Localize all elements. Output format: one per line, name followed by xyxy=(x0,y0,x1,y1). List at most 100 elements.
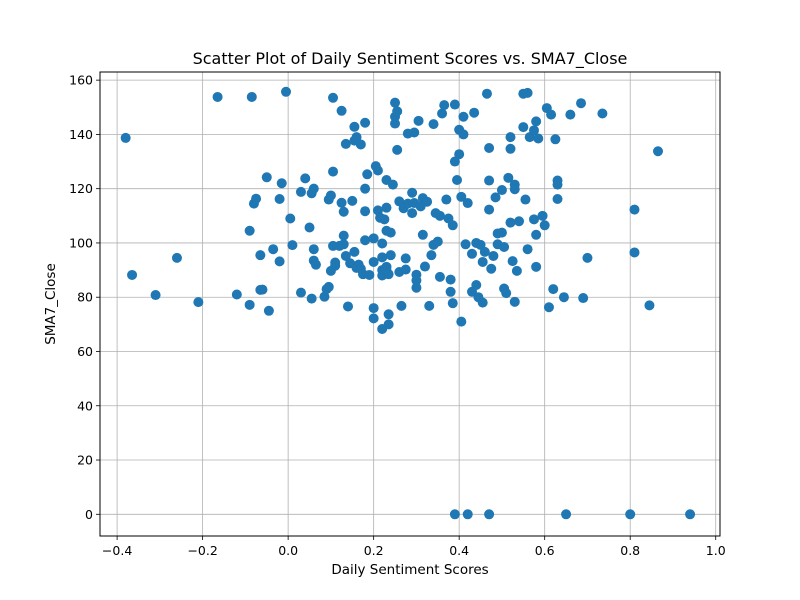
scatter-point xyxy=(514,216,525,227)
scatter-point xyxy=(379,214,390,225)
scatter-point xyxy=(362,169,373,180)
scatter-point xyxy=(319,291,330,302)
scatter-point xyxy=(529,125,539,136)
scatter-point xyxy=(484,175,495,186)
scatter-point xyxy=(456,316,467,327)
scatter-point xyxy=(251,193,262,204)
scatter-point xyxy=(437,108,448,119)
scatter-point xyxy=(377,252,388,263)
scatter-point xyxy=(496,227,507,238)
scatter-point xyxy=(434,210,445,221)
scatter-point xyxy=(383,269,394,280)
scatter-point xyxy=(467,248,477,259)
x-tick-label: −0.2 xyxy=(187,543,217,558)
data-points xyxy=(120,86,696,520)
scatter-point xyxy=(349,246,360,257)
scatter-point xyxy=(445,274,456,285)
scatter-point xyxy=(343,301,353,312)
scatter-point xyxy=(409,127,420,138)
scatter-point xyxy=(531,229,542,240)
scatter-point xyxy=(340,138,351,149)
scatter-point xyxy=(381,202,392,213)
x-axis-ticks: −0.4 −0.2 0.0 0.2 0.4 0.6 0.8 1.0 xyxy=(102,536,726,558)
scatter-point xyxy=(511,265,522,276)
scatter-point xyxy=(548,284,559,295)
scatter-point xyxy=(477,256,488,267)
scatter-point xyxy=(212,91,223,102)
x-tick-label: −0.4 xyxy=(102,543,132,558)
x-tick-label: 0.6 xyxy=(535,543,555,558)
scatter-point xyxy=(246,91,257,102)
y-tick-label: 100 xyxy=(69,235,93,250)
scatter-point xyxy=(509,184,520,195)
scatter-point xyxy=(308,244,319,255)
scatter-point xyxy=(368,303,379,314)
scatter-point xyxy=(287,240,298,251)
scatter-point xyxy=(385,227,396,238)
scatter-point xyxy=(653,146,663,157)
scatter-point xyxy=(347,195,358,206)
scatter-point xyxy=(503,172,514,183)
scatter-point xyxy=(413,115,424,126)
scatter-point xyxy=(193,297,204,308)
scatter-point xyxy=(390,97,401,108)
scatter-point xyxy=(310,259,321,270)
scatter-point xyxy=(499,242,510,253)
scatter-point xyxy=(458,111,469,122)
scatter-point xyxy=(471,280,482,291)
scatter-point xyxy=(644,300,655,311)
scatter-point xyxy=(338,230,349,241)
scatter-point xyxy=(368,313,379,324)
scatter-point xyxy=(419,261,430,272)
scatter-point xyxy=(434,271,445,282)
scatter-point xyxy=(360,183,371,194)
scatter-point xyxy=(276,178,287,189)
scatter-point xyxy=(456,191,467,202)
scatter-point xyxy=(447,298,458,309)
scatter-point xyxy=(537,210,548,221)
scatter-point xyxy=(244,299,255,310)
scatter-point xyxy=(685,509,696,520)
scatter-point xyxy=(539,220,550,231)
scatter-point xyxy=(338,239,349,250)
scatter-point xyxy=(490,192,501,203)
scatter-point xyxy=(520,194,531,205)
scatter-point xyxy=(295,287,306,298)
scatter-point xyxy=(349,121,360,132)
scatter-point xyxy=(629,204,640,215)
scatter-point xyxy=(338,206,349,217)
scatter-point xyxy=(392,106,403,117)
y-tick-label: 80 xyxy=(77,290,93,305)
scatter-point xyxy=(432,236,443,247)
y-tick-label: 0 xyxy=(85,507,93,522)
scatter-point xyxy=(392,144,403,155)
scatter-point xyxy=(340,250,351,261)
y-tick-label: 20 xyxy=(77,453,93,468)
scatter-point xyxy=(417,229,428,240)
scatter-point xyxy=(597,108,608,119)
scatter-point xyxy=(364,269,375,280)
scatter-point xyxy=(255,284,266,295)
scatter-point xyxy=(355,139,366,150)
scatter-point xyxy=(424,300,435,311)
scatter-point xyxy=(400,264,411,275)
scatter-point xyxy=(308,183,319,194)
scatter-point xyxy=(372,165,383,176)
scatter-point xyxy=(449,509,460,520)
y-tick-label: 140 xyxy=(69,127,93,142)
scatter-point xyxy=(439,100,450,111)
scatter-point xyxy=(561,509,572,520)
scatter-point xyxy=(300,173,311,184)
scatter-point xyxy=(458,129,469,140)
scatter-point xyxy=(449,99,460,110)
scatter-point xyxy=(387,179,398,190)
scatter-point xyxy=(422,196,433,207)
plot-frame xyxy=(99,71,721,537)
scatter-point xyxy=(522,244,533,255)
scatter-point xyxy=(360,206,371,217)
scatter-point xyxy=(484,509,495,520)
x-tick-label: 0.8 xyxy=(620,543,640,558)
scatter-point xyxy=(488,250,499,261)
scatter-point xyxy=(462,198,473,209)
